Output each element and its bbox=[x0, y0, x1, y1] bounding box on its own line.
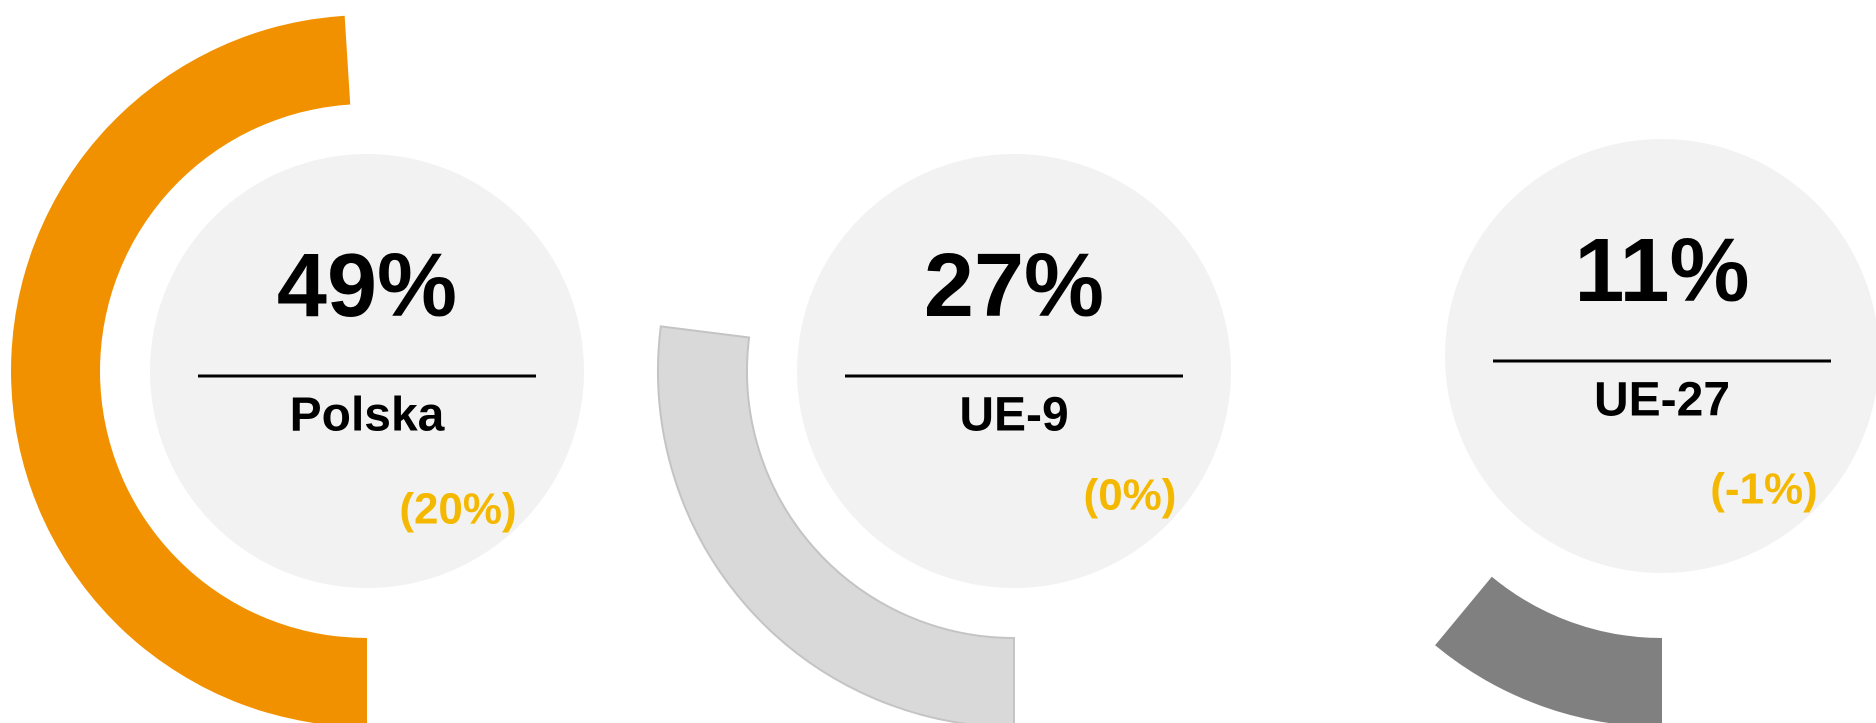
value-label: 27% bbox=[924, 236, 1104, 336]
gauge-center bbox=[150, 154, 584, 588]
change-label: (-1%) bbox=[1710, 465, 1818, 514]
category-label: UE-27 bbox=[1594, 374, 1730, 427]
value-label: 11% bbox=[1574, 221, 1749, 321]
gauge-arc bbox=[657, 325, 1015, 723]
category-label: Polska bbox=[290, 389, 445, 442]
gauge-center bbox=[1445, 139, 1876, 573]
gauge-center bbox=[797, 154, 1231, 588]
gauge-arc bbox=[11, 15, 367, 723]
gauge-arc bbox=[1435, 576, 1662, 723]
change-label: (0%) bbox=[1084, 471, 1177, 520]
change-label: (20%) bbox=[399, 485, 516, 534]
value-label: 49% bbox=[277, 236, 457, 336]
category-label: UE-9 bbox=[959, 389, 1068, 442]
